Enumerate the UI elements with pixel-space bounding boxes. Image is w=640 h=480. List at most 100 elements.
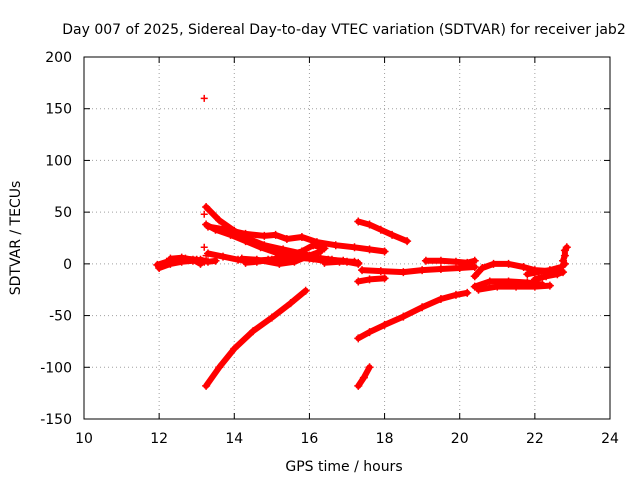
x-tick-label: 18 (376, 431, 394, 447)
x-axis-label: GPS time / hours (285, 459, 402, 475)
plus-marker (203, 222, 212, 231)
data-points (153, 94, 571, 390)
y-tick-label: -100 (40, 360, 72, 376)
plus-marker (359, 373, 368, 382)
plus-marker (177, 253, 186, 262)
grid-lines (84, 57, 610, 419)
plus-marker (380, 247, 389, 256)
plus-marker (545, 281, 554, 290)
plus-marker (249, 327, 258, 336)
plus-marker (335, 257, 344, 266)
plus-marker (380, 274, 389, 283)
y-tick-label: 50 (54, 205, 72, 221)
plus-marker (388, 230, 397, 239)
plus-marker (376, 267, 385, 276)
x-tick-label: 24 (601, 431, 619, 447)
plus-marker (241, 237, 250, 246)
plus-marker (470, 272, 479, 281)
x-tick-label: 10 (75, 431, 93, 447)
x-tick-label: 20 (451, 431, 469, 447)
plus-marker (203, 257, 212, 266)
plus-marker (282, 235, 291, 244)
plus-marker (365, 363, 374, 372)
plus-marker (436, 256, 445, 265)
plus-marker (286, 299, 295, 308)
plus-marker (241, 229, 250, 238)
plus-marker (493, 282, 502, 291)
plus-marker (421, 256, 430, 265)
plus-marker (260, 231, 269, 240)
plus-marker (354, 277, 363, 286)
x-tick-label: 22 (526, 431, 544, 447)
plus-marker (455, 263, 464, 272)
plus-marker (215, 363, 224, 372)
plus-marker (166, 254, 175, 263)
plus-marker (297, 247, 306, 256)
plus-marker (188, 255, 197, 264)
plus-marker (451, 290, 460, 299)
plus-marker (504, 259, 513, 268)
plus-marker (350, 257, 359, 266)
plus-marker (155, 263, 164, 272)
plus-marker (470, 256, 479, 265)
plus-marker (534, 268, 543, 277)
outlier-point (200, 210, 208, 218)
plus-marker (358, 266, 367, 275)
plus-marker (275, 259, 284, 268)
plus-marker (436, 295, 445, 304)
y-tick-label: -150 (40, 412, 72, 428)
plus-marker (211, 256, 220, 265)
plus-marker (365, 220, 374, 229)
plus-marker (530, 275, 539, 284)
plus-marker (463, 288, 472, 297)
track-t3 (167, 254, 204, 267)
plus-marker (301, 286, 310, 295)
plus-marker (290, 257, 299, 266)
plus-marker (267, 313, 276, 322)
plus-marker (553, 270, 562, 279)
plus-marker (559, 256, 568, 265)
x-tick-label: 12 (150, 431, 168, 447)
plus-marker (309, 241, 318, 250)
plus-marker (316, 247, 325, 256)
plus-marker (474, 285, 483, 294)
outlier-point (200, 243, 208, 251)
chart-title: Day 007 of 2025, Sidereal Day-to-day VTE… (62, 22, 625, 38)
plus-marker (463, 258, 472, 267)
x-tick-label: 14 (225, 431, 243, 447)
x-tick-label: 16 (301, 431, 319, 447)
outlier-point (200, 94, 208, 102)
plus-marker (350, 243, 359, 252)
plus-marker (354, 334, 363, 343)
plus-marker (237, 254, 246, 263)
plus-marker (451, 257, 460, 266)
plus-marker (305, 251, 314, 260)
plus-marker (256, 243, 265, 252)
y-tick-label: -50 (49, 309, 72, 325)
plus-marker (222, 225, 231, 234)
plus-marker (219, 252, 228, 261)
plus-marker (215, 216, 224, 225)
plus-marker (271, 230, 280, 239)
plus-marker (485, 277, 494, 286)
plot-frame (83, 56, 611, 420)
plus-marker (320, 258, 329, 267)
y-tick-label: 0 (63, 257, 72, 273)
plus-marker (559, 268, 568, 277)
plus-marker (365, 245, 374, 254)
y-tick-label: 100 (45, 153, 72, 169)
plus-marker (436, 265, 445, 274)
plus-marker (297, 232, 306, 241)
plus-marker (399, 268, 408, 277)
axis-ticks: 10 12 14 16 18 20 22 24 -150 -100 -50 0 50 100 150 200 (40, 50, 619, 447)
plus-marker (354, 217, 363, 226)
y-axis-label: SDTVAR / TECUs (8, 181, 24, 296)
plus-marker (252, 255, 261, 264)
plus-marker (418, 303, 427, 312)
plus-marker (530, 282, 539, 291)
plus-marker (282, 251, 291, 260)
plus-marker (519, 262, 528, 271)
plus-marker (380, 320, 389, 329)
track-t21 (531, 269, 566, 283)
